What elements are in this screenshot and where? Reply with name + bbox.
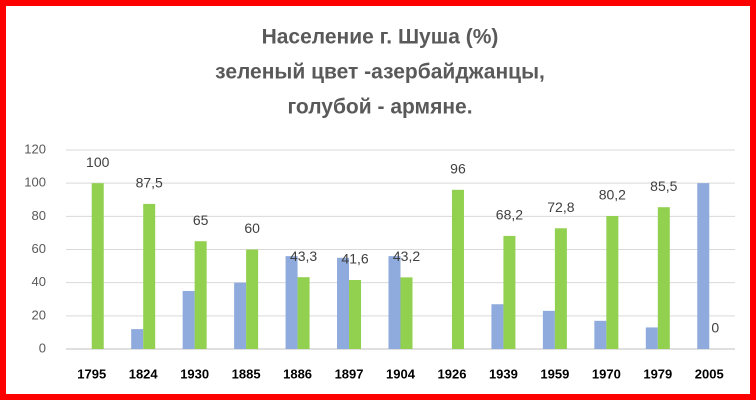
value-label: 43,2	[393, 248, 420, 264]
bar	[400, 277, 413, 349]
value-label: 65	[193, 212, 209, 228]
x-tick-label: 1970	[592, 366, 621, 381]
bar	[554, 228, 567, 349]
bar	[131, 329, 144, 349]
x-tick-label: 1904	[386, 366, 416, 381]
bar	[143, 203, 156, 349]
bar	[285, 256, 298, 349]
bar	[606, 216, 619, 349]
x-tick-label: 1824	[129, 366, 159, 381]
y-tick-label: 80	[32, 208, 46, 223]
x-tick-label: 1926	[438, 366, 467, 381]
chart-title: зеленый цвет -азербайджанцы,	[215, 61, 545, 84]
bar	[388, 256, 401, 349]
bar	[697, 183, 710, 349]
value-label: 85,5	[650, 178, 677, 194]
bar	[645, 327, 658, 349]
y-tick-label: 120	[24, 141, 46, 156]
x-tick-label: 1939	[489, 366, 518, 381]
value-label: 87,5	[136, 175, 163, 191]
bar	[594, 320, 607, 349]
bar	[349, 280, 362, 349]
value-label: 43,3	[290, 248, 317, 264]
x-tick-label: 1897	[335, 366, 364, 381]
chart-title: голубой - армяне.	[287, 96, 472, 119]
y-tick-label: 60	[32, 241, 46, 256]
value-label: 68,2	[496, 207, 523, 223]
bar	[234, 282, 247, 349]
x-tick-label: 1886	[283, 366, 312, 381]
value-label: 60	[244, 220, 260, 236]
bar	[194, 241, 207, 349]
y-tick-label: 0	[39, 340, 46, 355]
y-tick-label: 20	[32, 307, 46, 322]
chart-title: Население г. Шуша (%)	[262, 26, 499, 49]
x-tick-label: 1979	[643, 366, 672, 381]
value-label: 0	[711, 320, 719, 336]
bar	[91, 183, 104, 349]
bar	[491, 304, 504, 349]
y-tick-label: 40	[32, 274, 46, 289]
value-label: 100	[86, 154, 110, 170]
value-label: 80,2	[599, 187, 626, 203]
x-tick-label: 1885	[232, 366, 261, 381]
value-label: 72,8	[547, 199, 574, 215]
bar	[297, 277, 310, 349]
y-tick-label: 100	[24, 175, 46, 190]
bar	[503, 235, 516, 349]
bar	[182, 290, 195, 349]
bar	[657, 207, 670, 349]
bar	[451, 189, 464, 349]
bar	[246, 249, 259, 349]
value-label: 41,6	[341, 251, 368, 267]
bar	[337, 257, 350, 349]
bar	[542, 310, 555, 349]
value-label: 96	[450, 161, 466, 177]
x-tick-label: 1930	[180, 366, 209, 381]
x-tick-label: 1795	[77, 366, 106, 381]
x-tick-label: 2005	[695, 366, 724, 381]
x-tick-label: 1959	[540, 366, 569, 381]
